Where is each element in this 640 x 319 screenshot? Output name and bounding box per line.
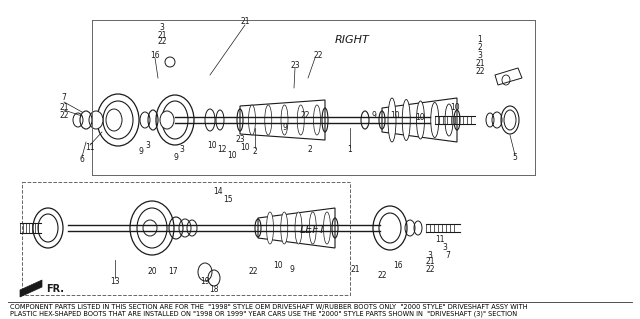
Text: 3: 3 xyxy=(159,24,164,33)
Text: 9: 9 xyxy=(139,147,143,157)
Ellipse shape xyxy=(143,220,157,236)
Ellipse shape xyxy=(504,110,516,130)
Ellipse shape xyxy=(162,101,188,139)
Text: 1: 1 xyxy=(477,35,483,44)
Text: 22: 22 xyxy=(300,110,310,120)
Ellipse shape xyxy=(103,101,133,139)
Ellipse shape xyxy=(38,214,58,242)
Text: 21: 21 xyxy=(240,18,250,26)
Ellipse shape xyxy=(295,212,302,244)
Text: 10: 10 xyxy=(450,103,460,113)
Text: 22: 22 xyxy=(248,268,258,277)
Ellipse shape xyxy=(137,208,167,248)
Text: 10: 10 xyxy=(240,144,250,152)
Text: 9: 9 xyxy=(283,123,287,132)
Polygon shape xyxy=(495,68,522,85)
Polygon shape xyxy=(382,98,457,142)
Text: 22: 22 xyxy=(60,112,68,121)
Ellipse shape xyxy=(403,100,410,140)
Text: 3: 3 xyxy=(443,243,447,253)
Ellipse shape xyxy=(130,201,174,255)
Text: 3: 3 xyxy=(180,145,184,154)
Ellipse shape xyxy=(417,101,424,139)
Polygon shape xyxy=(20,280,42,297)
Text: 9: 9 xyxy=(372,110,376,120)
Text: 13: 13 xyxy=(110,278,120,286)
Text: 11: 11 xyxy=(85,144,95,152)
Text: 19: 19 xyxy=(200,278,210,286)
Text: 10: 10 xyxy=(227,152,237,160)
Ellipse shape xyxy=(323,212,330,244)
Ellipse shape xyxy=(373,206,407,250)
Text: PLASTIC HEX-SHAPED BOOTS THAT ARE INSTALLED ON "1998 OR 1999" YEAR CARS USE THE : PLASTIC HEX-SHAPED BOOTS THAT ARE INSTAL… xyxy=(10,311,517,317)
Polygon shape xyxy=(258,208,335,248)
Text: 22: 22 xyxy=(476,68,484,77)
Text: 20: 20 xyxy=(147,268,157,277)
Text: 22: 22 xyxy=(313,50,323,60)
Text: 17: 17 xyxy=(168,268,178,277)
Text: 15: 15 xyxy=(223,196,233,204)
Ellipse shape xyxy=(156,95,194,145)
Ellipse shape xyxy=(97,94,139,146)
Text: 7: 7 xyxy=(445,250,451,259)
Ellipse shape xyxy=(281,105,288,135)
Text: RIGHT: RIGHT xyxy=(335,35,370,45)
Ellipse shape xyxy=(106,109,122,131)
Text: 22: 22 xyxy=(157,38,167,47)
Text: 22: 22 xyxy=(425,264,435,273)
Text: 5: 5 xyxy=(513,153,517,162)
Text: 10: 10 xyxy=(273,261,283,270)
Ellipse shape xyxy=(160,111,174,129)
Text: 6: 6 xyxy=(79,155,84,165)
Text: LEFT: LEFT xyxy=(300,225,326,235)
Text: 2: 2 xyxy=(477,43,483,53)
Ellipse shape xyxy=(266,212,273,244)
Text: 10: 10 xyxy=(207,140,217,150)
Text: COMPONENT PARTS LISTED IN THIS SECTION ARE FOR THE  "1998" STYLE OEM DRIVESHAFT : COMPONENT PARTS LISTED IN THIS SECTION A… xyxy=(10,304,527,310)
Text: 7: 7 xyxy=(61,93,67,102)
Text: 10: 10 xyxy=(415,114,425,122)
Text: 22: 22 xyxy=(377,271,387,279)
Ellipse shape xyxy=(248,105,255,135)
Ellipse shape xyxy=(89,111,103,129)
Text: 21: 21 xyxy=(476,60,484,69)
Text: 2: 2 xyxy=(308,145,312,154)
Ellipse shape xyxy=(281,212,288,244)
Text: 14: 14 xyxy=(213,188,223,197)
Text: 16: 16 xyxy=(393,261,403,270)
Ellipse shape xyxy=(445,104,453,136)
Ellipse shape xyxy=(379,213,401,243)
Ellipse shape xyxy=(309,212,316,244)
Text: 1: 1 xyxy=(348,145,353,154)
Ellipse shape xyxy=(388,98,396,142)
Text: 9: 9 xyxy=(173,152,179,161)
Ellipse shape xyxy=(297,105,304,135)
Polygon shape xyxy=(240,100,325,140)
Text: 3: 3 xyxy=(428,250,433,259)
Text: 11: 11 xyxy=(435,235,445,244)
Text: 10: 10 xyxy=(390,110,400,120)
Text: 23: 23 xyxy=(290,61,300,70)
Text: 21: 21 xyxy=(157,31,167,40)
Ellipse shape xyxy=(501,106,519,134)
Text: 21: 21 xyxy=(425,257,435,266)
Text: 9: 9 xyxy=(289,265,294,275)
Text: 12: 12 xyxy=(217,145,227,154)
Text: 16: 16 xyxy=(150,50,160,60)
Text: 18: 18 xyxy=(209,286,219,294)
Ellipse shape xyxy=(33,208,63,248)
Text: 23: 23 xyxy=(235,136,245,145)
Text: FR.: FR. xyxy=(46,284,64,294)
Ellipse shape xyxy=(314,105,321,135)
Text: 2: 2 xyxy=(253,147,257,157)
Ellipse shape xyxy=(431,102,439,137)
Text: 21: 21 xyxy=(60,103,68,113)
Text: 3: 3 xyxy=(145,140,150,150)
Text: 21: 21 xyxy=(350,265,360,275)
Text: 3: 3 xyxy=(477,51,483,61)
Ellipse shape xyxy=(265,105,272,135)
